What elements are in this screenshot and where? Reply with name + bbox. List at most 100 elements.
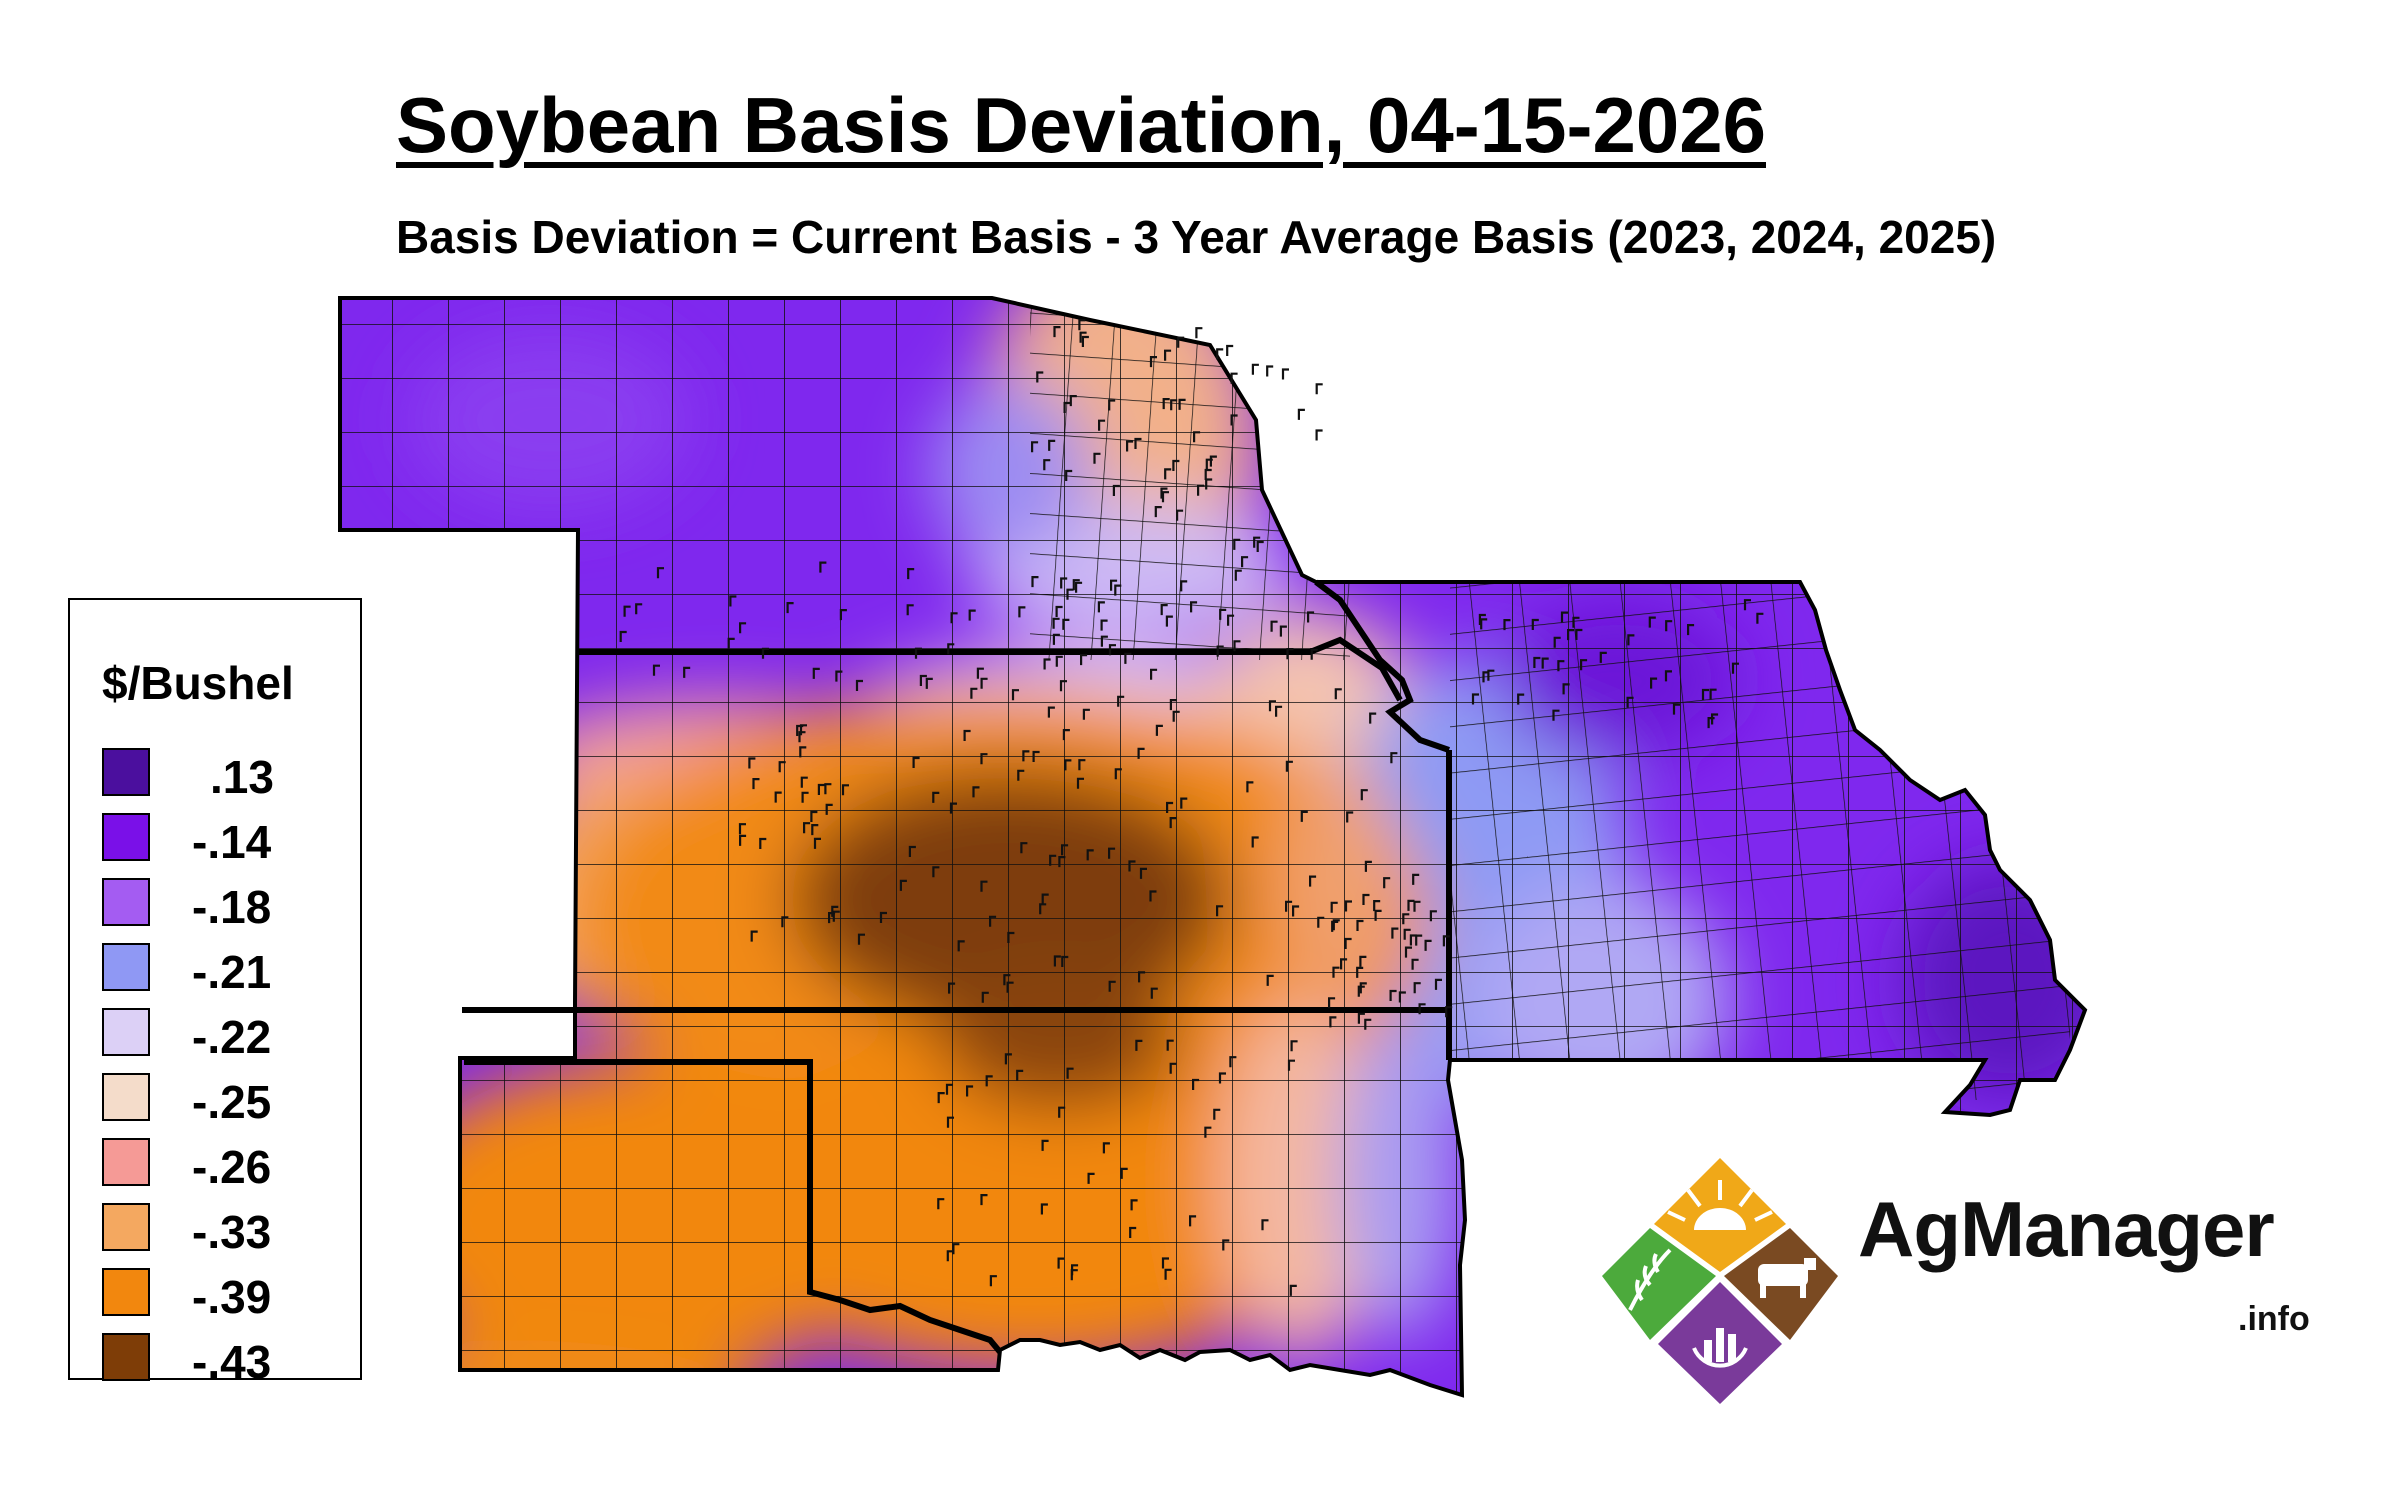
elevator-marker xyxy=(1533,656,1541,668)
elevator-marker xyxy=(683,666,691,678)
legend-item: -.26 xyxy=(102,1138,352,1196)
elevator-marker xyxy=(656,567,664,579)
elevator-marker xyxy=(1139,867,1147,879)
elevator-marker xyxy=(1003,974,1011,986)
elevator-marker xyxy=(786,602,794,614)
elevator-marker xyxy=(1049,854,1057,866)
elevator-marker xyxy=(1053,955,1061,967)
elevator-marker xyxy=(1562,683,1570,695)
elevator-marker xyxy=(1268,700,1276,712)
elevator-marker xyxy=(1478,613,1486,625)
agmanager-brand-suffix: .info xyxy=(2238,1300,2310,1338)
elevator-marker xyxy=(1041,893,1049,905)
elevator-marker xyxy=(1222,1239,1230,1251)
elevator-marker xyxy=(1100,635,1108,647)
agmanager-logo-icon xyxy=(1598,1154,1842,1404)
elevator-marker xyxy=(1213,1108,1221,1120)
elevator-marker xyxy=(1270,620,1278,632)
elevator-marker xyxy=(1004,1053,1012,1065)
elevator-marker xyxy=(1108,399,1116,411)
elevator-marker xyxy=(1011,689,1019,701)
legend-item: -.21 xyxy=(102,943,352,1001)
elevator-marker xyxy=(857,933,865,945)
elevator-marker xyxy=(1082,708,1090,720)
elevator-marker xyxy=(1290,1040,1298,1052)
elevator-marker xyxy=(1357,985,1365,997)
legend-swatch xyxy=(102,1268,150,1316)
elevator-marker xyxy=(932,866,940,878)
elevator-marker xyxy=(1743,599,1751,611)
elevator-marker xyxy=(817,783,825,795)
elevator-marker xyxy=(1356,966,1364,978)
elevator-marker xyxy=(799,746,807,758)
elevator-marker xyxy=(1391,927,1399,939)
elevator-marker xyxy=(1346,811,1354,823)
state-borders xyxy=(462,579,1452,1354)
elevator-marker xyxy=(1390,752,1398,764)
elevator-marker xyxy=(1362,893,1370,905)
map-title: Soybean Basis Deviation, 04-15-2026 xyxy=(396,81,1766,169)
elevator-marker xyxy=(1007,931,1015,943)
elevator-marker xyxy=(1166,801,1174,813)
elevator-marker xyxy=(1166,1039,1174,1051)
legend-swatch xyxy=(102,813,150,861)
elevator-marker xyxy=(1229,1056,1237,1068)
elevator-marker xyxy=(1403,928,1411,940)
elevator-marker xyxy=(811,824,819,836)
elevator-marker xyxy=(1120,1167,1128,1179)
legend-item: -.22 xyxy=(102,1008,352,1066)
elevator-marker xyxy=(1041,1139,1049,1151)
elevator-marker xyxy=(1164,468,1172,480)
elevator-marker xyxy=(832,910,840,922)
elevator-marker xyxy=(1170,399,1178,411)
elevator-marker xyxy=(727,637,735,649)
elevator-marker xyxy=(980,880,988,892)
elevator-marker xyxy=(1315,429,1323,441)
elevator-marker xyxy=(1226,344,1234,356)
elevator-marker xyxy=(813,837,821,849)
elevator-marker xyxy=(1135,1039,1143,1051)
elevator-marker xyxy=(1048,439,1056,451)
elevator-marker xyxy=(1164,1268,1172,1280)
elevator-marker xyxy=(1061,844,1069,856)
elevator-marker xyxy=(1195,327,1203,339)
elevator-marker xyxy=(1043,658,1051,670)
elevator-marker xyxy=(907,568,915,580)
elevator-marker xyxy=(1251,363,1259,375)
elevator-marker xyxy=(1155,724,1163,736)
elevator-marker xyxy=(1731,662,1739,674)
elevator-marker xyxy=(1161,1257,1169,1269)
elevator-marker xyxy=(1230,414,1238,426)
elevator-marker xyxy=(989,1275,997,1287)
elevator-marker xyxy=(1031,441,1039,453)
elevator-marker xyxy=(946,1250,954,1262)
elevator-marker xyxy=(1359,955,1367,967)
elevator-marker xyxy=(1418,1003,1426,1015)
elevator-marker xyxy=(937,1198,945,1210)
elevator-marker xyxy=(1052,617,1060,629)
legend-swatch xyxy=(102,878,150,926)
legend-swatch xyxy=(102,943,150,991)
elevator-marker xyxy=(1040,1203,1048,1215)
elevator-marker xyxy=(1756,612,1764,624)
elevator-marker xyxy=(1230,372,1238,384)
elevator-marker xyxy=(800,776,808,788)
elevator-marker xyxy=(952,1243,960,1255)
elevator-marker xyxy=(1075,581,1083,593)
elevator-marker xyxy=(1357,1012,1365,1024)
elevator-marker xyxy=(1066,588,1074,600)
elevator-marker xyxy=(1112,484,1120,496)
elevator-marker xyxy=(1383,877,1391,889)
elevator-marker xyxy=(1369,712,1377,724)
elevator-marker xyxy=(1359,982,1367,994)
elevator-marker xyxy=(1063,401,1071,413)
elevator-marker xyxy=(1480,618,1488,630)
elevator-marker xyxy=(1413,900,1421,912)
elevator-marker xyxy=(1189,1215,1197,1227)
elevator-marker xyxy=(1709,688,1717,700)
elevator-marker xyxy=(1413,982,1421,994)
elevator-marker xyxy=(1227,614,1235,626)
legend-title: $/Bushel xyxy=(102,657,294,709)
elevator-marker xyxy=(1279,625,1287,637)
